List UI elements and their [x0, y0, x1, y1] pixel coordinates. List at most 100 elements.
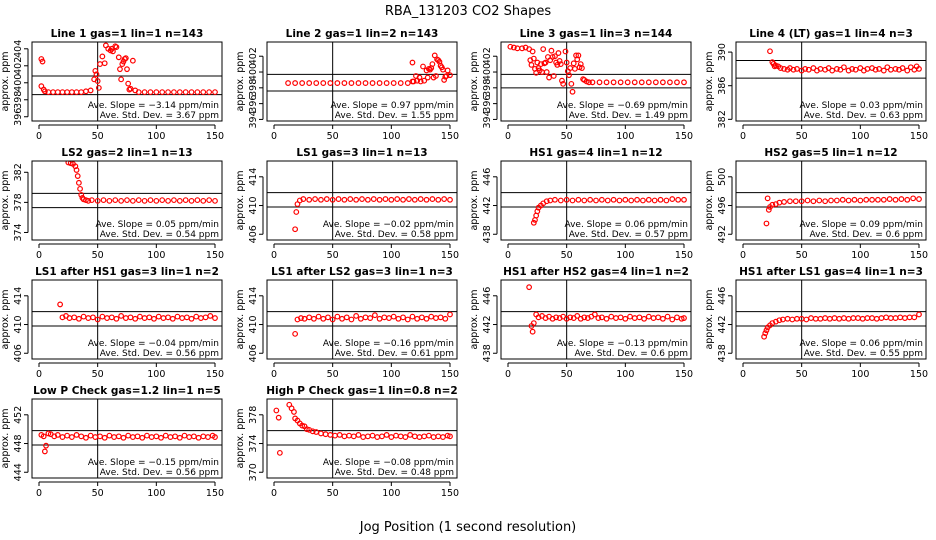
x-tick-label: 0: [740, 369, 746, 380]
data-point: [593, 197, 599, 204]
data-point: [634, 196, 640, 203]
data-point: [347, 196, 354, 202]
data-point: [839, 196, 846, 203]
x-tick-label: 50: [561, 131, 573, 142]
data-point: [669, 196, 676, 202]
data-point: [141, 197, 148, 204]
plot-frame: [31, 41, 223, 122]
data-point: [125, 432, 132, 439]
data-point: [651, 197, 658, 204]
data-point: [417, 196, 424, 202]
data-point: [657, 196, 664, 203]
data-point: [194, 197, 201, 204]
data-point: [390, 313, 397, 320]
y-tick-label: 446: [717, 287, 728, 305]
data-point: [312, 196, 318, 202]
x-tick-label: 0: [271, 488, 277, 499]
data-point: [87, 432, 94, 439]
data-point: [155, 313, 162, 320]
std-dev-annotation: Ave. Std. Dev. = 0.56 ppm: [100, 468, 219, 478]
data-point: [769, 201, 776, 208]
y-axis-label: approx. ppm: [235, 170, 246, 230]
data-point: [293, 209, 300, 215]
data-point: [404, 80, 411, 86]
data-point: [552, 53, 558, 60]
data-point: [200, 89, 207, 96]
data-point: [581, 197, 588, 204]
data-point: [75, 179, 82, 186]
data-points: [763, 195, 922, 227]
data-point: [875, 196, 881, 203]
data-point: [447, 72, 453, 79]
data-point: [364, 196, 371, 203]
plot-frame: [735, 41, 927, 122]
y-tick-label: 500: [717, 168, 728, 186]
data-point: [212, 434, 218, 440]
data-point: [836, 315, 843, 322]
panel-6: LS1 gas=3 lin=1 n=13 0 50 100 150 406 410 414ap…: [235, 147, 459, 261]
x-tick-label: 150: [910, 369, 928, 380]
data-point: [764, 195, 771, 202]
plot-frame: [266, 398, 458, 479]
data-point: [92, 67, 99, 74]
y-tick-label: 374: [13, 223, 24, 241]
std-dev-annotation: Ave. Std. Dev. = 0.55 ppm: [804, 349, 923, 359]
data-point: [833, 197, 840, 204]
data-point: [781, 199, 787, 205]
x-tick-label: 150: [910, 250, 928, 261]
data-point: [353, 196, 360, 203]
slope-annotation: Ave. Slope = −0.13 ppm/min: [557, 339, 688, 349]
data-point: [87, 87, 94, 94]
data-point: [190, 433, 197, 440]
data-point: [574, 313, 581, 319]
data-point: [360, 434, 367, 440]
x-tick-label: 150: [206, 369, 224, 380]
data-point: [652, 79, 659, 86]
data-point: [873, 315, 880, 322]
data-point: [886, 196, 893, 202]
x-tick-label: 50: [327, 250, 339, 261]
data-point: [902, 315, 908, 321]
panel-10: LS1 after LS2 gas=3 lin=1 n=3 0 50 100 150 40…: [235, 266, 459, 380]
data-point: [97, 433, 103, 440]
data-point: [447, 196, 453, 203]
data-point: [276, 449, 283, 456]
y-axis-label: approx. ppm: [0, 51, 11, 111]
data-point: [586, 79, 592, 86]
x-tick-label: 100: [382, 131, 400, 142]
data-point: [73, 432, 80, 438]
data-point: [388, 196, 395, 203]
std-dev-annotation: Ave. Std. Dev. = 0.54 ppm: [100, 230, 219, 240]
panel-title: LS1 gas=3 lin=1 n=13: [296, 147, 427, 159]
data-point: [291, 409, 297, 415]
data-point: [851, 196, 858, 203]
data-point: [404, 316, 411, 323]
data-point: [400, 314, 406, 321]
data-point: [59, 434, 66, 440]
data-point: [421, 433, 428, 440]
y-tick-label: 442: [717, 315, 728, 333]
data-point: [341, 196, 348, 203]
slope-annotation: Ave. Slope = −3.14 ppm/min: [88, 101, 219, 111]
y-tick-label: 378: [13, 193, 24, 211]
x-tick-label: 50: [92, 250, 104, 261]
y-tick-label: 374: [248, 434, 259, 452]
x-tick-label: 150: [675, 369, 693, 380]
data-point: [441, 196, 448, 202]
y-tick-label: 400: [248, 63, 259, 81]
data-point: [323, 196, 330, 202]
y-tick-label: 452: [13, 406, 24, 424]
x-tick-label: 150: [441, 131, 459, 142]
data-point: [546, 74, 552, 81]
slope-annotation: Ave. Slope = −0.16 ppm/min: [323, 339, 454, 349]
data-point: [569, 197, 576, 204]
data-point: [763, 327, 770, 334]
x-tick-label: 100: [851, 369, 869, 380]
data-point: [383, 432, 390, 438]
data-point: [675, 196, 682, 203]
y-tick-label: 410: [248, 315, 259, 333]
data-point: [650, 315, 657, 321]
y-tick-label: 410: [248, 196, 259, 214]
panel-title: LS2 gas=2 lin=1 n=13: [61, 147, 192, 159]
std-dev-annotation: Ave. Std. Dev. = 1.49 ppm: [569, 111, 688, 121]
